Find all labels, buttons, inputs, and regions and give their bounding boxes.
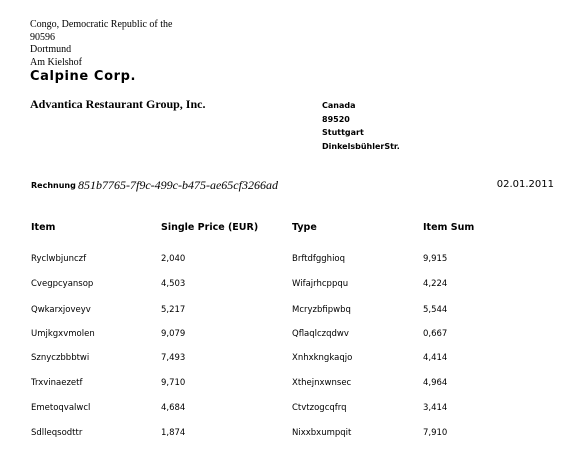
recipient-address: Canada 89520 Stuttgart DinkelsbühlerStr. [322,99,400,153]
cell-single-price: 2,040 [161,254,186,264]
cell-type: Wifajrhcppqu [292,279,349,289]
cell-item: Trxvinaezetf [31,378,83,388]
column-header-single-price: Single Price (EUR) [161,222,259,233]
column-header-item-sum: Item Sum [423,222,475,233]
cell-type: Mcryzbfipwbq [292,305,351,315]
cell-type: Ctvtzogcqfrq [292,403,347,413]
cell-type: Nixxbxumpqit [292,428,352,438]
recipient-address-line: Stuttgart [322,128,364,137]
cell-type: Xnhxkngkaqjo [292,353,353,363]
cell-single-price: 4,503 [161,279,186,289]
cell-item-sum: 4,414 [423,353,448,363]
cell-item-sum: 3,414 [423,403,448,413]
sender-address-line: 90596 [30,31,55,43]
cell-item: Sdlleqsodttr [31,428,83,438]
cell-item-sum: 5,544 [423,305,448,315]
invoice-label: Rechnung [31,181,76,190]
cell-single-price: 1,874 [161,428,186,438]
sender-address-line: Congo, Democratic Republic of the [30,19,173,30]
cell-item: Sznyczbbbtwi [31,353,90,363]
recipient-address-line: 89520 [322,114,350,124]
cell-type: Qflaqlczqdwv [292,329,349,339]
invoice-id: 851b7765-7f9c-499c-b475-ae65cf3266ad [78,178,278,192]
cell-type: Xthejnxwnsec [292,378,352,388]
cell-single-price: 7,493 [161,353,186,363]
cell-item-sum: 4,224 [423,279,448,289]
invoice-date: 02.01.2011 [496,179,554,190]
cell-single-price: 4,684 [161,403,186,413]
sender-company-name: Calpine Corp. [30,69,137,84]
column-header-item: Item [31,222,56,233]
sender-address: Congo, Democratic Republic of the 90596 … [30,19,172,69]
cell-item-sum: 4,964 [423,378,448,388]
column-header-type: Type [292,222,317,233]
cell-single-price: 9,710 [161,378,186,388]
cell-type: Brftdfgghioq [292,254,346,264]
recipient-address-line: DinkelsbühlerStr. [322,141,400,151]
cell-item: Emetoqvalwcl [31,403,91,413]
cell-item: Umjkgxvmolen [31,329,95,339]
sender-address-line: Dortmund [30,44,72,55]
recipient-name: Advantica Restaurant Group, Inc. [30,97,206,111]
cell-single-price: 5,217 [161,305,186,315]
cell-item: Cvegpcyansop [31,279,94,289]
sender-address-line: Am Kielshof [30,56,82,68]
cell-item: Ryclwbjunczf [31,254,87,264]
cell-item-sum: 9,915 [423,254,448,264]
cell-single-price: 9,079 [161,329,186,339]
cell-item-sum: 7,910 [423,428,448,438]
cell-item: Qwkarxjoveyv [31,305,91,315]
recipient-address-line: Canada [322,101,356,110]
cell-item-sum: 0,667 [423,329,448,339]
